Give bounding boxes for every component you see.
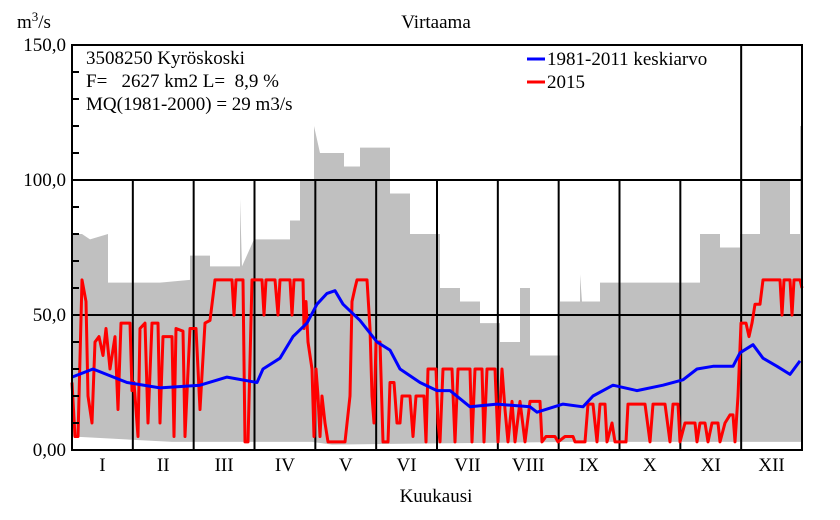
- series-line-1981-2011-keskiarvo: [71, 289, 802, 414]
- month-label: XI: [701, 455, 721, 476]
- month-label: V: [339, 455, 353, 476]
- y-tick-label: 0,00: [33, 440, 66, 461]
- legend: 1981-2011 keskiarvo 2015: [527, 49, 707, 93]
- month-label: VIII: [512, 455, 545, 476]
- month-label: II: [157, 455, 170, 476]
- month-label: VII: [454, 455, 480, 476]
- legend-label-2015: 2015: [547, 72, 585, 93]
- area-lake-info: F= 2627 km2 L= 8,9 %: [86, 71, 279, 92]
- month-label: VI: [397, 455, 417, 476]
- y-tick-label: 50,0: [33, 305, 66, 326]
- plot-frame: [71, 44, 803, 451]
- month-label: I: [99, 455, 105, 476]
- y-tick-label: 100,0: [23, 170, 66, 191]
- series-layer: [70, 278, 804, 444]
- y-axis-unit: m3/s: [17, 9, 51, 33]
- month-label: XII: [758, 455, 784, 476]
- legend-label-mean: 1981-2011 keskiarvo: [547, 49, 707, 70]
- series-line-2015: [70, 278, 804, 444]
- month-label: III: [215, 455, 234, 476]
- x-axis-label: Kuukausi: [400, 486, 473, 507]
- tick-layer: [72, 71, 79, 424]
- month-label: X: [643, 455, 657, 476]
- y-tick-label: 150,0: [23, 35, 66, 56]
- month-label: IV: [275, 455, 295, 476]
- month-label: IX: [579, 455, 599, 476]
- chart-title: Virtaama: [401, 12, 471, 33]
- grid-layer: [72, 45, 802, 450]
- station-name: 3508250 Kyröskoski: [86, 48, 245, 69]
- mean-flow-info: MQ(1981-2000) = 29 m3/s: [86, 94, 293, 115]
